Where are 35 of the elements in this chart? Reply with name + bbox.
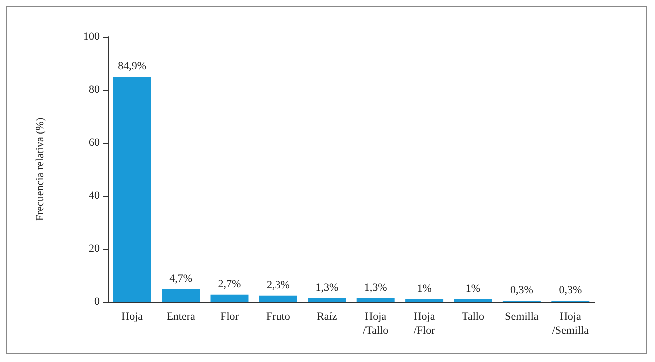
y-axis-title: Frecuencia relativa (%): [34, 118, 46, 222]
data-label: 0,3%: [510, 284, 534, 297]
y-tick-label: 40: [89, 190, 100, 202]
data-label: 1%: [417, 282, 432, 295]
x-tick-label: Flor: [220, 311, 240, 323]
bar: [210, 294, 249, 302]
bar: [259, 296, 298, 302]
x-tick-label: Hoja /Semilla: [552, 311, 590, 337]
bar: [406, 299, 444, 302]
data-label: 1,3%: [364, 282, 388, 294]
x-tick-label: Hoja /Tallo: [363, 311, 390, 337]
y-tick-label: 100: [84, 31, 100, 43]
x-tick-label: Entera: [166, 311, 196, 323]
bar: [308, 298, 346, 302]
x-tick-label: Tallo: [462, 311, 485, 323]
bar: [113, 77, 152, 302]
x-tick-label: Semilla: [505, 311, 539, 323]
data-label: 1,3%: [316, 282, 339, 294]
data-label: 84,9%: [118, 60, 147, 73]
data-label: 2,3%: [266, 279, 290, 292]
bar: [454, 299, 492, 302]
y-tick-label: 60: [89, 137, 100, 149]
data-label: 4,7%: [170, 273, 193, 286]
data-label: 2,7%: [218, 278, 242, 290]
x-tick-label: Hoja /Flor: [414, 311, 436, 337]
x-tick-label: Raíz: [317, 311, 338, 323]
bar: [162, 290, 200, 302]
data-label: 0,3%: [559, 284, 582, 297]
x-tick-label: Fruto: [266, 311, 291, 323]
y-tick-label: 20: [89, 243, 100, 255]
y-tick-label: 80: [89, 84, 100, 96]
data-label: 1%: [466, 282, 481, 295]
y-tick-label: 0: [94, 296, 100, 308]
bar: [356, 298, 395, 302]
x-tick-label: Hoja: [122, 311, 144, 323]
